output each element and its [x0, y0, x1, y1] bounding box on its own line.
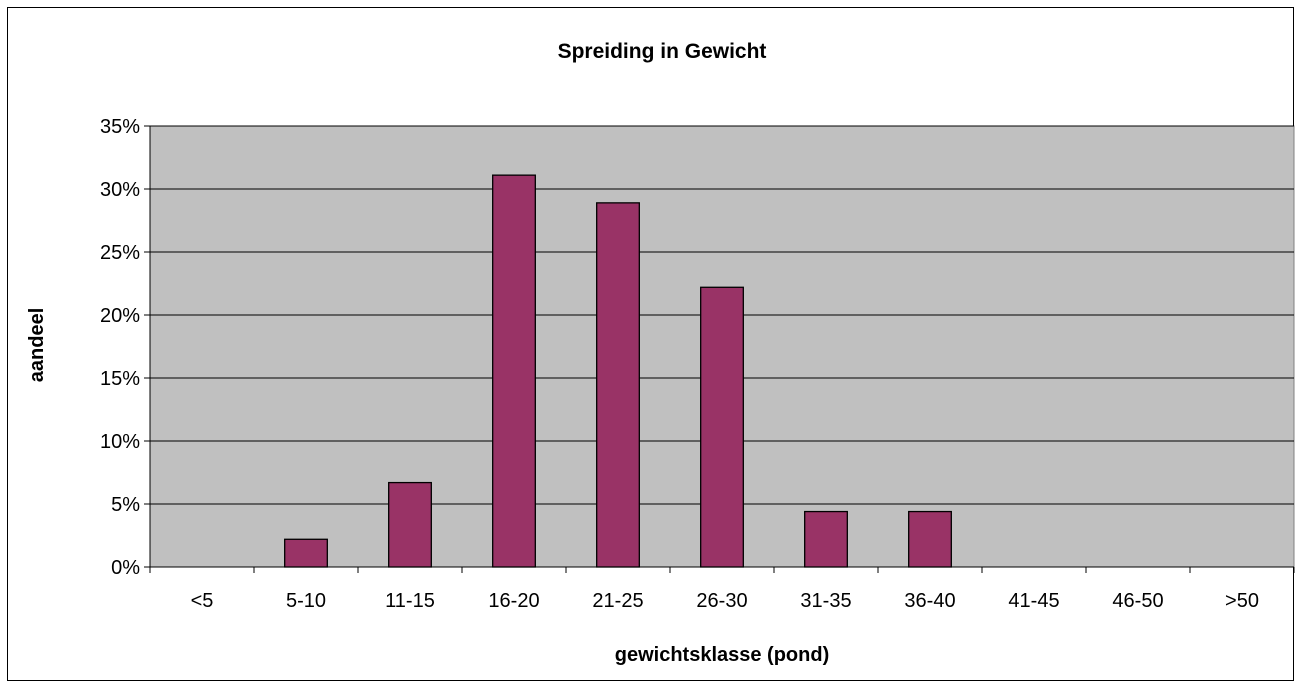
x-tick-label: 36-40 — [904, 590, 955, 612]
x-tick-label: <5 — [191, 590, 214, 612]
y-tick-label: 25% — [100, 242, 140, 264]
bar — [700, 286, 744, 568]
bar — [596, 202, 640, 568]
bar — [804, 510, 848, 568]
chart-title: Spreiding in Gewicht — [558, 40, 767, 63]
y-tick-label: 20% — [100, 305, 140, 327]
x-tick-label: 26-30 — [696, 590, 747, 612]
y-tick-label: 5% — [111, 494, 140, 516]
y-axis-title: aandeel — [26, 308, 48, 382]
y-tick-label: 15% — [100, 368, 140, 390]
x-tick-label: 5-10 — [286, 590, 326, 612]
bar — [388, 481, 432, 568]
x-tick-label: 11-15 — [385, 590, 435, 612]
x-tick-label: 31-35 — [800, 590, 851, 612]
y-tick-label: 35% — [100, 116, 140, 138]
plot-area: 0% 5% 10% 15% 20% 25% 30% 35% <5 5-10 11-15 16-20 21… — [100, 116, 1295, 612]
bar — [284, 538, 328, 568]
x-axis-title: gewichtsklasse (pond) — [615, 644, 830, 666]
x-tick-label: 21-25 — [592, 590, 643, 612]
y-tick-label: 30% — [100, 179, 140, 201]
bar — [492, 174, 536, 568]
x-tick-label: 41-45 — [1008, 590, 1059, 612]
bar — [908, 510, 952, 568]
y-tick-label: 0% — [111, 557, 140, 579]
x-tick-label: 16-20 — [488, 590, 539, 612]
x-tick-label: >50 — [1225, 590, 1259, 612]
y-tick-label: 10% — [100, 431, 140, 453]
x-tick-label: 46-50 — [1112, 590, 1163, 612]
